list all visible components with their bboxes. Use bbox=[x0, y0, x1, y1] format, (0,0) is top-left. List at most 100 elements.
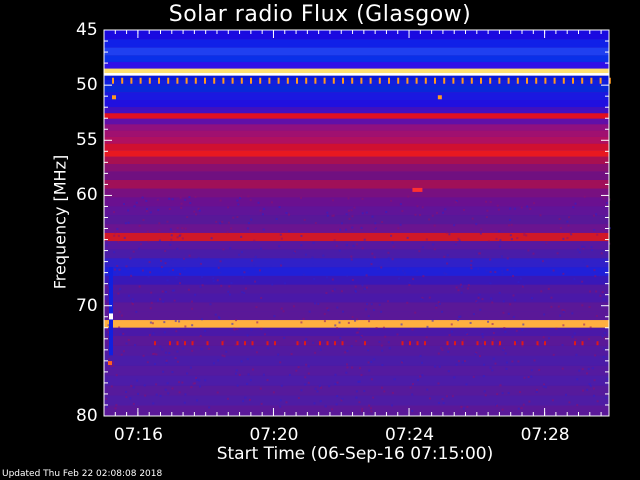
noise-speck bbox=[284, 282, 287, 285]
noise-speck bbox=[562, 324, 565, 327]
noise-speck bbox=[428, 296, 431, 299]
noise-speck bbox=[242, 400, 245, 403]
noise-speck bbox=[118, 268, 121, 271]
noise-speck bbox=[300, 389, 303, 392]
noise-speck bbox=[212, 362, 215, 365]
noise-speck bbox=[371, 252, 374, 255]
dropout-strip bbox=[109, 267, 113, 356]
heatmap-row bbox=[104, 92, 609, 101]
noise-speck bbox=[420, 298, 423, 301]
noise-speck bbox=[387, 300, 390, 303]
noise-speck bbox=[446, 254, 449, 257]
noise-speck bbox=[326, 211, 329, 214]
noise-speck bbox=[112, 361, 115, 364]
noise-speck bbox=[600, 252, 603, 255]
noise-speck bbox=[557, 305, 560, 308]
noise-speck bbox=[133, 205, 136, 208]
noise-speck bbox=[515, 341, 518, 344]
white-glitch bbox=[109, 313, 113, 320]
heatmap-row bbox=[104, 275, 609, 285]
noise-speck bbox=[522, 284, 525, 287]
noise-speck bbox=[370, 303, 373, 306]
noise-speck bbox=[168, 207, 171, 210]
noise-speck bbox=[590, 246, 593, 249]
noise-speck bbox=[547, 287, 550, 290]
noise-speck bbox=[288, 373, 291, 376]
noise-speck bbox=[530, 369, 533, 372]
noise-speck bbox=[300, 196, 303, 199]
noise-speck bbox=[396, 268, 399, 271]
noise-speck bbox=[561, 309, 564, 312]
noise-speck bbox=[552, 269, 555, 272]
updated-timestamp: Updated Thu Feb 22 02:08:08 2018 bbox=[2, 469, 163, 479]
noise-speck bbox=[360, 334, 363, 337]
burst-dot bbox=[191, 341, 194, 346]
noise-speck bbox=[531, 297, 534, 300]
noise-speck bbox=[356, 318, 359, 321]
noise-speck bbox=[195, 213, 198, 216]
noise-speck bbox=[171, 371, 174, 374]
noise-speck bbox=[589, 385, 592, 388]
noise-speck bbox=[490, 297, 493, 300]
noise-speck bbox=[411, 409, 414, 412]
noise-speck bbox=[298, 342, 301, 345]
noise-speck bbox=[451, 395, 454, 398]
noise-speck bbox=[361, 197, 364, 200]
noise-speck bbox=[519, 277, 522, 280]
noise-speck bbox=[483, 390, 486, 393]
spike-mark bbox=[176, 77, 179, 84]
heatmap-row bbox=[104, 302, 609, 312]
noise-speck bbox=[494, 271, 497, 274]
spike-mark bbox=[112, 77, 114, 84]
noise-speck bbox=[561, 344, 564, 347]
noise-speck bbox=[326, 214, 329, 217]
spike-mark bbox=[480, 77, 482, 84]
spike-mark bbox=[489, 77, 492, 84]
noise-speck bbox=[419, 375, 422, 378]
noise-speck bbox=[194, 195, 197, 198]
noise-speck bbox=[391, 241, 394, 244]
noise-speck bbox=[219, 260, 222, 263]
noise-speck bbox=[562, 272, 565, 275]
noise-speck bbox=[279, 405, 282, 408]
noise-speck bbox=[535, 390, 538, 393]
noise-speck bbox=[243, 271, 246, 274]
spike-mark bbox=[314, 77, 317, 84]
noise-speck bbox=[288, 213, 291, 216]
spike-mark bbox=[516, 77, 519, 84]
noise-speck bbox=[447, 370, 450, 373]
noise-speck bbox=[485, 216, 488, 219]
noise-speck bbox=[387, 251, 390, 254]
noise-speck bbox=[190, 300, 193, 303]
noise-speck bbox=[499, 239, 502, 242]
noise-speck bbox=[351, 366, 354, 369]
noise-speck bbox=[598, 274, 601, 277]
noise-speck bbox=[380, 310, 383, 313]
spike-mark bbox=[415, 77, 418, 84]
noise-speck bbox=[601, 291, 604, 294]
noise-speck bbox=[280, 384, 283, 387]
spike-mark bbox=[470, 77, 473, 84]
noise-speck bbox=[595, 314, 598, 317]
spike-mark bbox=[608, 77, 611, 84]
noise-speck bbox=[368, 404, 371, 407]
noise-speck bbox=[183, 267, 186, 270]
noise-speck bbox=[522, 403, 525, 406]
noise-speck bbox=[255, 306, 258, 309]
noise-speck bbox=[586, 372, 589, 375]
noise-speck bbox=[506, 268, 509, 271]
noise-speck bbox=[507, 224, 510, 227]
noise-speck bbox=[491, 323, 494, 326]
spike-mark bbox=[259, 77, 262, 84]
spike-mark bbox=[305, 77, 308, 84]
noise-speck bbox=[594, 275, 597, 278]
noise-speck bbox=[414, 213, 417, 216]
noise-speck bbox=[525, 234, 528, 237]
overlay-features bbox=[104, 77, 611, 413]
noise-speck bbox=[365, 274, 368, 277]
noise-speck bbox=[492, 338, 495, 341]
noise-speck bbox=[401, 210, 404, 213]
noise-speck bbox=[369, 407, 372, 410]
noise-speck bbox=[285, 401, 288, 404]
noise-speck bbox=[162, 370, 165, 373]
